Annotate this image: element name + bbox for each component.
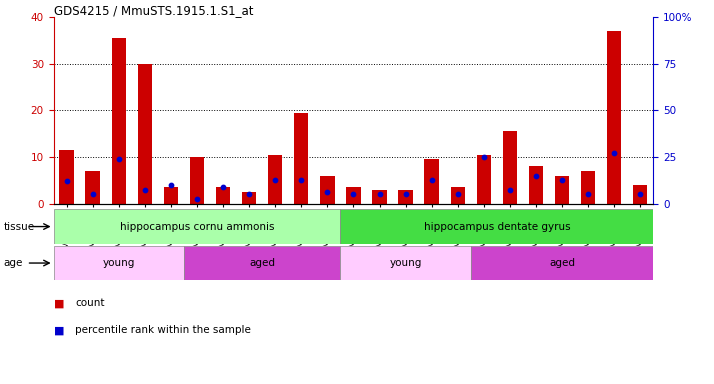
Bar — [477, 155, 491, 204]
Bar — [341, 209, 653, 244]
Text: GDS4215 / MmuSTS.1915.1.S1_at: GDS4215 / MmuSTS.1915.1.S1_at — [54, 4, 253, 17]
Text: count: count — [75, 298, 104, 308]
Point — [478, 154, 490, 160]
Point — [531, 172, 542, 179]
Text: young: young — [389, 258, 422, 268]
Bar — [138, 64, 152, 204]
Bar — [346, 187, 361, 204]
Point — [113, 156, 124, 162]
Point — [139, 187, 151, 193]
Text: percentile rank within the sample: percentile rank within the sample — [75, 325, 251, 335]
Bar — [59, 150, 74, 204]
Bar — [242, 192, 256, 204]
Bar — [111, 38, 126, 204]
Bar — [425, 159, 439, 204]
Bar — [529, 166, 543, 204]
Point — [87, 191, 99, 197]
Point — [635, 191, 646, 197]
Text: ■: ■ — [54, 298, 64, 308]
Text: hippocampus cornu ammonis: hippocampus cornu ammonis — [120, 222, 274, 232]
Bar — [398, 190, 413, 204]
Point — [583, 191, 594, 197]
Bar — [503, 131, 517, 204]
Bar — [268, 155, 282, 204]
Bar — [294, 113, 308, 204]
Point — [504, 187, 516, 193]
Point — [61, 178, 72, 184]
Bar — [320, 175, 335, 204]
Bar — [216, 187, 230, 204]
Point — [296, 177, 307, 183]
Point — [217, 184, 228, 190]
Point — [426, 177, 438, 183]
Bar — [555, 175, 569, 204]
Point — [452, 191, 463, 197]
Point — [556, 177, 568, 183]
Text: hippocampus dentate gyrus: hippocampus dentate gyrus — [423, 222, 570, 232]
Bar — [581, 171, 595, 204]
Bar — [471, 246, 653, 280]
Text: aged: aged — [249, 258, 275, 268]
Bar — [54, 246, 184, 280]
Point — [608, 150, 620, 156]
Text: aged: aged — [549, 258, 575, 268]
Point — [321, 189, 333, 195]
Bar — [190, 157, 204, 204]
Bar — [341, 246, 471, 280]
Bar — [164, 187, 178, 204]
Point — [191, 196, 203, 202]
Bar — [54, 209, 341, 244]
Bar — [451, 187, 465, 204]
Bar — [372, 190, 387, 204]
Point — [400, 191, 411, 197]
Bar — [86, 171, 100, 204]
Text: young: young — [103, 258, 135, 268]
Point — [243, 191, 255, 197]
Point — [165, 182, 176, 188]
Text: tissue: tissue — [4, 222, 35, 232]
Point — [374, 191, 386, 197]
Bar — [607, 31, 621, 204]
Bar — [184, 246, 341, 280]
Point — [348, 191, 359, 197]
Point — [269, 177, 281, 183]
Bar — [633, 185, 648, 204]
Text: ■: ■ — [54, 325, 64, 335]
Text: age: age — [4, 258, 23, 268]
